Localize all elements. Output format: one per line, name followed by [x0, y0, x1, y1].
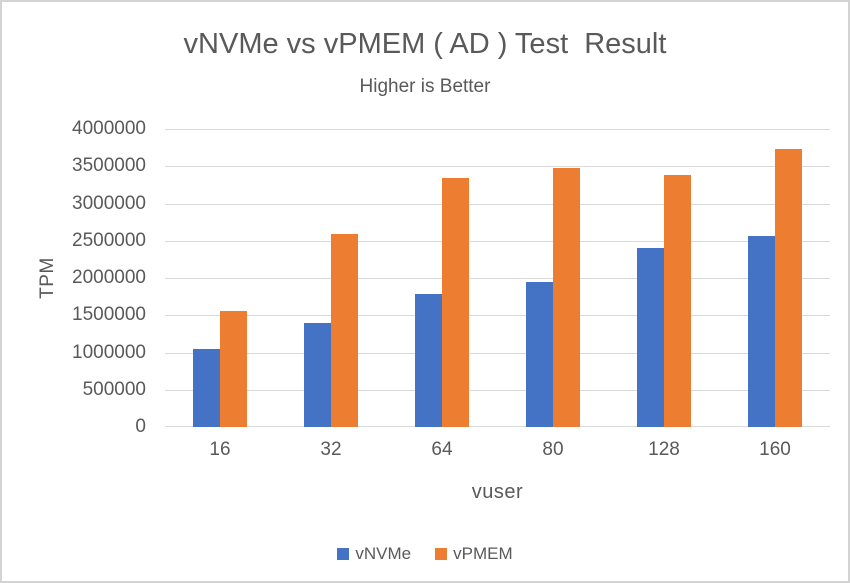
- bar-vnvme-32: [304, 323, 331, 427]
- x-tick-label-32: 32: [320, 439, 342, 460]
- chart-title: vNVMe vs vPMEM ( AD ) Test Result: [183, 28, 667, 60]
- y-tick-label: 1000000: [72, 342, 146, 363]
- x-tick-label-128: 128: [648, 439, 680, 460]
- y-tick-label: 0: [135, 416, 146, 437]
- bar-vpmem-32: [331, 234, 358, 427]
- gridline: [165, 278, 830, 279]
- bar-vnvme-16: [193, 349, 220, 427]
- y-tick-label: 500000: [82, 379, 146, 400]
- x-tick-label-64: 64: [431, 439, 453, 460]
- bar-vnvme-128: [637, 248, 664, 427]
- legend-swatch-vpmem: [435, 548, 448, 560]
- bar-vpmem-64: [442, 178, 469, 427]
- x-axis-line: [165, 426, 830, 427]
- gridline: [165, 390, 830, 391]
- legend-item-vnvme: vNVMe: [337, 544, 411, 564]
- y-tick-label: 3000000: [72, 193, 146, 214]
- bar-vpmem-128: [664, 175, 691, 427]
- bar-vpmem-160: [775, 149, 802, 427]
- bar-vnvme-80: [526, 282, 553, 427]
- bar-vnvme-160: [748, 236, 775, 427]
- gridline: [165, 353, 830, 354]
- y-tick-label: 3500000: [72, 155, 146, 176]
- bar-vpmem-80: [553, 168, 580, 427]
- legend: vNVMe vPMEM: [2, 544, 848, 564]
- x-tick-label-160: 160: [759, 439, 791, 460]
- plot-area: [165, 129, 830, 427]
- y-tick-label: 1500000: [72, 304, 146, 325]
- gridline: [165, 129, 830, 130]
- gridline: [165, 166, 830, 167]
- legend-swatch-vnvme: [337, 548, 350, 560]
- y-tick-label: 2000000: [72, 267, 146, 288]
- gridline: [165, 315, 830, 316]
- x-tick-label-16: 16: [209, 439, 231, 460]
- y-tick-label: 4000000: [72, 118, 146, 139]
- bar-vnvme-64: [415, 294, 442, 427]
- x-axis-title: vuser: [471, 481, 524, 503]
- y-tick-label: 2500000: [72, 230, 146, 251]
- bar-vpmem-16: [220, 311, 247, 427]
- gridline: [165, 241, 830, 242]
- chart-subtitle: Higher is Better: [359, 76, 491, 97]
- legend-item-vpmem: vPMEM: [435, 544, 513, 564]
- gridline: [165, 204, 830, 205]
- x-tick-label-80: 80: [542, 439, 564, 460]
- legend-label-vnvme: vNVMe: [355, 544, 412, 563]
- legend-label-vpmem: vPMEM: [453, 544, 513, 563]
